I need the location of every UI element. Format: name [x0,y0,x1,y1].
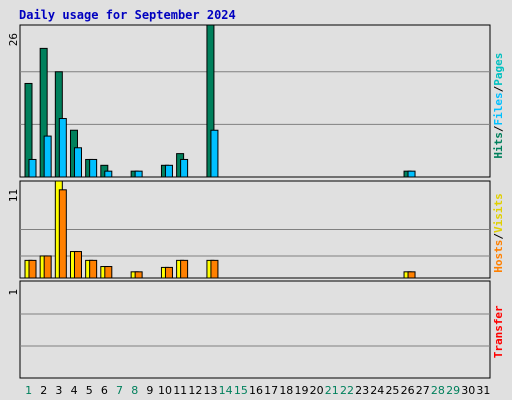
bar-hosts [28,259,37,279]
bar-hosts [89,259,98,279]
bar-files [210,129,219,178]
x-tick-label: 27 [416,384,430,397]
bar-hosts [104,266,113,279]
x-tick-label: 16 [249,384,263,397]
y-max-label: 1 [7,289,20,296]
bar-files [28,158,37,178]
bar-files [43,135,52,178]
chart-title: Daily usage for September 2024 [19,8,236,22]
x-tick-label: 19 [294,384,308,397]
x-tick-label: 31 [476,384,490,397]
bar-files [407,170,416,178]
ylabel-transfer-part: Transfer [492,305,505,358]
bar-hosts [164,266,173,279]
y-max-label: 26 [7,33,20,46]
ylabel-hosts-visits-part: / [492,233,505,240]
x-tick-label: 23 [355,384,369,397]
bar-hosts [180,259,189,279]
x-tick-label: 13 [204,384,218,397]
ylabel-hits-files-pages: Hits/Files/Pages [492,53,505,159]
ylabel-hosts-visits-part: Visits [492,193,505,233]
bar-hosts [407,271,416,279]
bar-hosts [73,251,82,279]
y-max-label: 11 [7,189,20,202]
x-tick-label: 4 [71,384,78,397]
x-tick-label: 10 [158,384,172,397]
x-tick-label: 29 [446,384,460,397]
x-tick-label: 30 [461,384,475,397]
panel-frame [19,280,491,379]
x-tick-label: 17 [264,384,278,397]
bar-files [104,170,113,178]
bar-files [73,147,82,178]
x-tick-label: 22 [340,384,354,397]
x-tick-label: 1 [25,384,32,397]
ylabel-hosts-visits: Hosts/Visits [492,193,505,273]
bar-files [58,118,67,178]
ylabel-hits-files-pages-part: / [492,85,505,92]
x-tick-label: 15 [234,384,248,397]
x-tick-label: 9 [146,384,153,397]
ylabel-transfer: Transfer [492,305,505,358]
bar-files [164,164,173,178]
bar-hosts [134,271,143,279]
x-tick-label: 21 [325,384,339,397]
ylabel-hits-files-pages-part: Files [492,92,505,125]
x-tick-label: 20 [310,384,324,397]
bar-files [180,158,189,178]
x-tick-label: 25 [385,384,399,397]
x-tick-label: 11 [173,384,187,397]
ylabel-hosts-visits-part: Hosts [492,240,505,273]
x-tick-label: 5 [86,384,93,397]
x-tick-label: 18 [279,384,293,397]
bar-hosts [58,189,67,279]
bar-hosts [210,259,219,279]
ylabel-hits-files-pages-part: Pages [492,53,505,86]
x-tick-label: 28 [431,384,445,397]
ylabel-hits-files-pages-part: / [492,125,505,132]
bar-hosts [43,255,52,279]
ylabel-hits-files-pages-part: Hits [492,132,505,159]
x-tick-label: 24 [370,384,384,397]
x-tick-label: 8 [131,384,138,397]
x-tick-label: 3 [55,384,62,397]
bar-files [134,170,143,178]
x-tick-label: 6 [101,384,108,397]
x-tick-label: 2 [40,384,47,397]
x-tick-label: 7 [116,384,123,397]
x-tick-label: 26 [401,384,415,397]
panel-frame [19,24,491,178]
bar-files [89,158,98,178]
x-tick-label: 12 [188,384,202,397]
x-tick-label: 14 [219,384,233,397]
